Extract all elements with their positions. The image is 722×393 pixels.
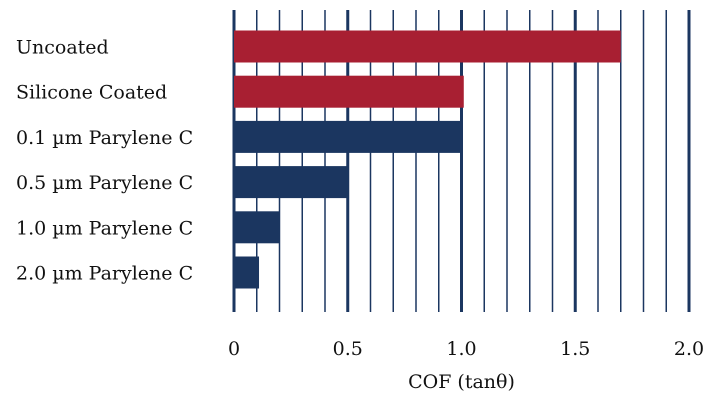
bar-silicone-coated <box>234 75 464 108</box>
bar-0-5-m-parylene-c <box>234 166 348 199</box>
x-tick-label: 1.5 <box>560 338 590 360</box>
bars <box>234 30 621 289</box>
bar-0-1-m-parylene-c <box>234 120 462 153</box>
bar-1-0-m-parylene-c <box>234 211 280 244</box>
category-label: 0.1 µm Parylene C <box>16 127 193 149</box>
x-axis-title: COF (tanθ) <box>408 371 515 393</box>
category-labels: Uncoated Silicone Coated 0.1 µm Parylene C… <box>16 37 193 285</box>
x-tick-label: 0 <box>228 338 240 360</box>
x-tick-label: 0.5 <box>333 338 363 360</box>
category-label: 2.0 µm Parylene C <box>16 263 193 285</box>
category-label: 1.0 µm Parylene C <box>16 217 193 239</box>
x-tick-labels: 0 0.5 1.0 1.5 2.0 <box>228 338 704 360</box>
x-tick-label: 2.0 <box>674 338 704 360</box>
x-tick-label: 1.0 <box>446 338 476 360</box>
category-label: Silicone Coated <box>16 82 167 104</box>
category-label: 0.5 µm Parylene C <box>16 172 193 194</box>
category-label: Uncoated <box>16 37 109 59</box>
bar-uncoated <box>234 30 621 63</box>
bar-2-0-m-parylene-c <box>234 256 260 289</box>
